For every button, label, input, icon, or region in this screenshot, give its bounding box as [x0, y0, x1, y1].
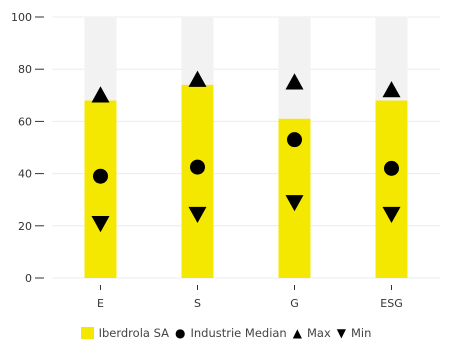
bars: [84, 84, 408, 279]
x-tick-label: G: [290, 297, 299, 310]
median-marker: [287, 132, 302, 148]
legend: Iberdrola SA ● Industrie Median ▲ Max ▼ …: [0, 326, 452, 340]
bar-esg: [375, 100, 408, 279]
legend-label-min: Min: [350, 326, 372, 340]
y-tick-label: 0: [25, 272, 32, 285]
y-tick-label: 40: [18, 168, 32, 181]
median-marker: [384, 160, 399, 176]
max-marker: [91, 86, 110, 103]
x-tick-label: ESG: [380, 297, 402, 310]
bar-e: [84, 100, 117, 279]
triangle-down-icon: ▼: [336, 326, 346, 340]
bar-s: [181, 84, 214, 278]
x-axis: E S G ESG: [97, 285, 403, 310]
y-tick-label: 80: [18, 63, 32, 76]
min-marker: [188, 206, 207, 224]
x-tick-label: S: [194, 297, 201, 310]
legend-item-min[interactable]: ▼ Min: [337, 326, 372, 340]
legend-item-median[interactable]: ● Industrie Median: [175, 326, 287, 340]
y-tick-label: 20: [18, 220, 32, 233]
legend-label-median: Industrie Median: [190, 326, 287, 340]
median-marker: [93, 168, 108, 184]
legend-swatch-iberdrola: [80, 327, 94, 339]
legend-label-max: Max: [306, 326, 331, 340]
max-marker: [188, 70, 207, 87]
grid-lines: [52, 16, 440, 279]
min-marker: [91, 215, 110, 233]
min-marker: [285, 195, 304, 212]
y-tick-label: 100: [11, 11, 32, 24]
triangle-up-icon: ▲: [292, 326, 302, 340]
median-marker: [190, 159, 205, 175]
legend-item-max[interactable]: ▲ Max: [293, 326, 331, 340]
max-marker: [285, 73, 304, 90]
y-tick-label: 60: [18, 115, 32, 128]
x-tick-label: E: [97, 297, 104, 310]
legend-label-iberdrola: Iberdrola SA: [98, 326, 169, 340]
max-marker: [382, 81, 401, 98]
y-axis: 0 20 40 60 80 100: [11, 11, 44, 285]
min-marker: [382, 206, 401, 224]
circle-icon: ●: [174, 326, 186, 340]
legend-item-iberdrola[interactable]: Iberdrola SA: [80, 326, 169, 340]
background-bars: [84, 17, 408, 278]
markers: [91, 70, 401, 233]
